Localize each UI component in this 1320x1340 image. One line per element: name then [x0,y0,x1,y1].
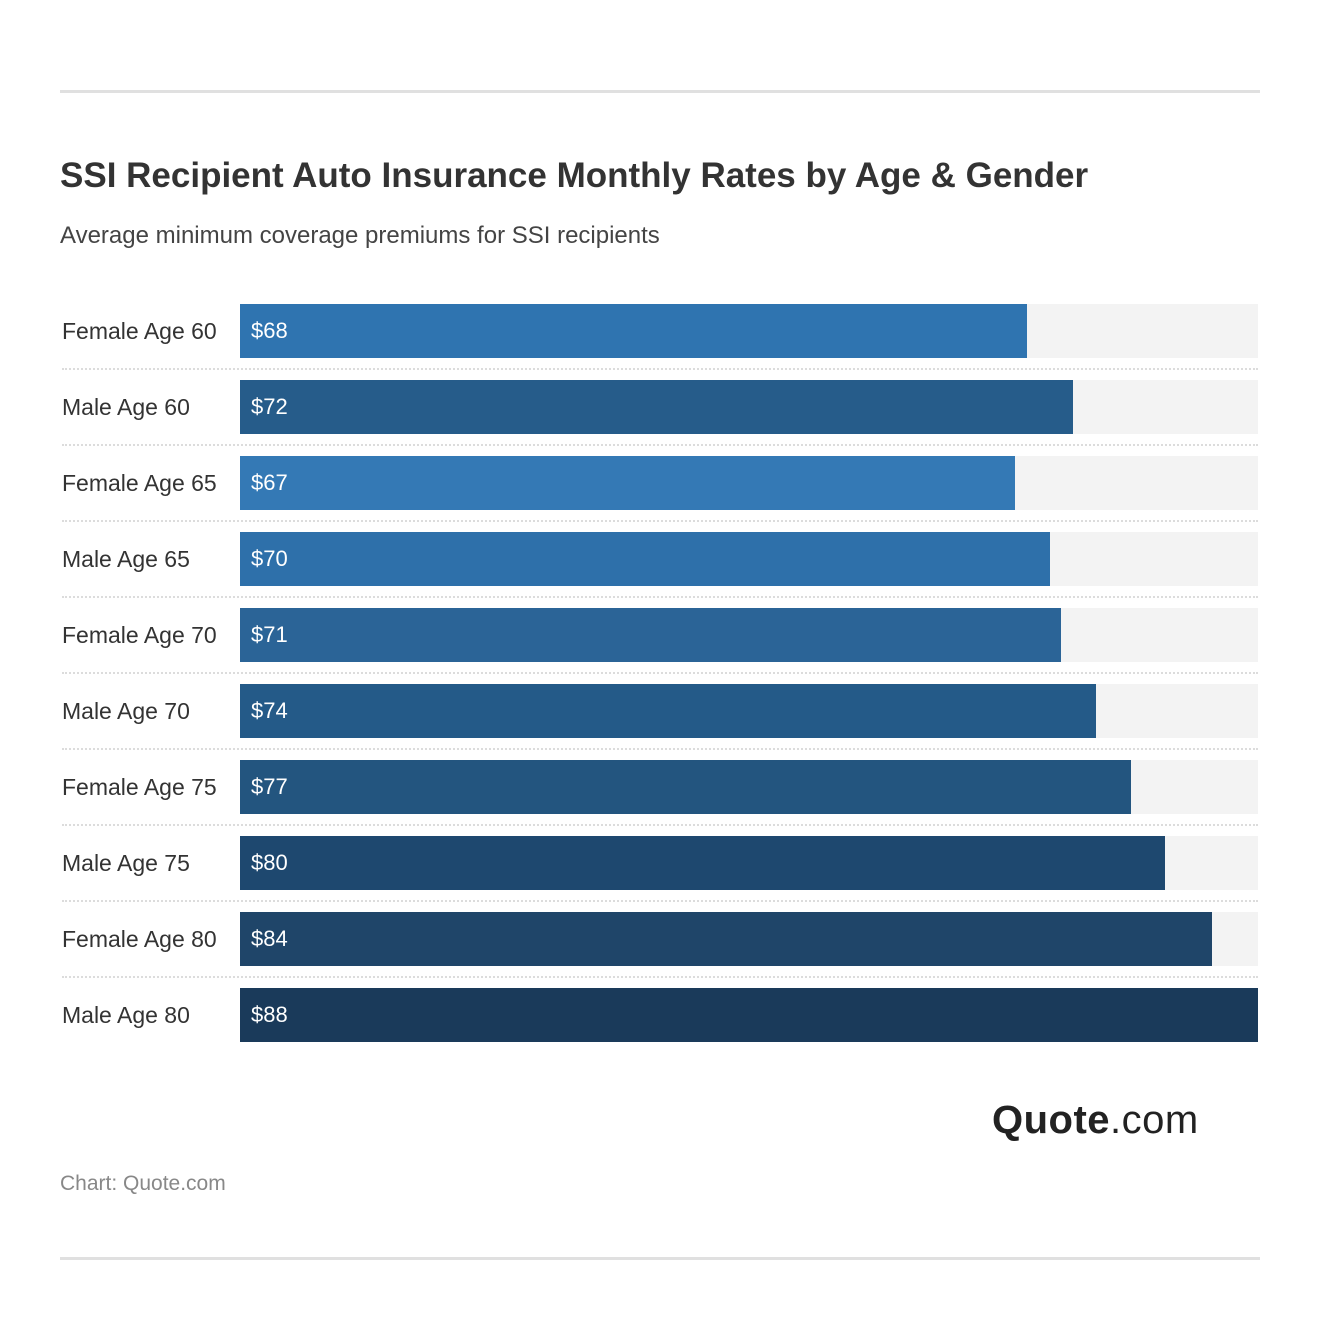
bar [240,684,1097,738]
bar [240,456,1016,510]
row-separator [62,444,1258,446]
data-label: $80 [251,850,288,875]
logo-light: .com [1110,1098,1199,1142]
data-label: $84 [251,926,288,951]
data-label: $72 [251,394,288,419]
row-separator [62,900,1258,902]
data-label: $67 [251,470,288,495]
category-label: Male Age 60 [62,394,190,420]
data-label: $77 [251,774,288,799]
category-label: Female Age 70 [62,622,217,648]
bar [240,760,1131,814]
row-separator [62,824,1258,826]
category-label: Female Age 80 [62,926,217,952]
category-label: Male Age 80 [62,1002,190,1028]
data-label: $74 [251,698,288,723]
logo-bold: Quote [992,1098,1111,1142]
top-rule [60,90,1260,93]
bar [240,912,1212,966]
category-label: Female Age 75 [62,774,217,800]
row-separator [62,976,1258,978]
bar [240,304,1027,358]
category-label: Male Age 70 [62,698,190,724]
chart-subtitle: Average minimum coverage premiums for SS… [60,222,660,249]
data-label: $70 [251,546,288,571]
data-label: $71 [251,622,288,647]
bar [240,532,1050,586]
bottom-rule [60,1257,1260,1260]
category-label: Female Age 60 [62,318,217,344]
category-label: Male Age 65 [62,546,190,572]
bar [240,608,1062,662]
data-label: $68 [251,318,288,343]
chart-title: SSI Recipient Auto Insurance Monthly Rat… [60,156,1089,195]
data-label: $88 [251,1002,288,1027]
row-separator [62,520,1258,522]
category-label: Female Age 65 [62,470,217,496]
row-separator [62,368,1258,370]
category-label: Male Age 75 [62,850,190,876]
bar [240,380,1073,434]
row-separator [62,596,1258,598]
quote-logo: Quote.com [992,1098,1199,1143]
bar [240,988,1258,1042]
bar-chart: Female Age 60 $68 Male Age 60 $72 Female Age… [62,304,1258,1042]
row-separator [62,748,1258,750]
bar [240,836,1166,890]
row-separator [62,672,1258,674]
chart-source: Chart: Quote.com [60,1172,226,1195]
